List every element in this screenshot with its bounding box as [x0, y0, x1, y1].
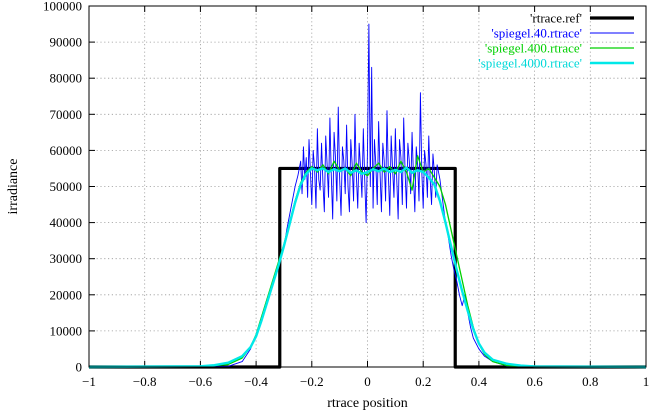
y-tick-label: 30000 — [50, 251, 83, 266]
x-tick-label: 0.8 — [582, 374, 598, 389]
x-tick-label: −0.8 — [133, 374, 157, 389]
x-tick-label: −0.2 — [300, 374, 324, 389]
series-line-1 — [89, 23, 646, 368]
x-tick-label: 0 — [364, 374, 371, 389]
y-tick-label: 10000 — [50, 323, 83, 338]
x-tick-label: 0.4 — [471, 374, 488, 389]
plot-frame — [88, 5, 647, 368]
x-tick-label: −0.6 — [189, 374, 213, 389]
legend-entry-label: 'spiegel.400.rtrace' — [485, 41, 582, 56]
y-tick-label: 0 — [76, 360, 83, 375]
x-tick-label: −0.4 — [244, 374, 268, 389]
legend-entry-label: 'rtrace.ref' — [530, 11, 582, 26]
axis-ticks: −1 −0.8 −0.6 −0.4 −0.2 0 0.2 0.4 0.6 0.8 1 0 10000 20… — [43, 0, 649, 389]
grid — [89, 6, 646, 367]
legend: 'rtrace.ref''spiegel.40.rtrace''spiegel.… — [478, 11, 634, 71]
y-tick-label: 100000 — [43, 0, 82, 14]
x-tick-label: 1 — [643, 374, 650, 389]
y-tick-label: 90000 — [50, 35, 83, 50]
x-tick-label: 0.6 — [526, 374, 543, 389]
series-line-3 — [88, 166, 647, 369]
y-tick-label: 40000 — [50, 215, 83, 230]
y-axis-label: irradiance — [6, 159, 21, 215]
x-tick-label: −1 — [82, 374, 96, 389]
y-tick-label: 20000 — [50, 287, 83, 302]
legend-entry-label: 'spiegel.4000.rtrace' — [478, 56, 582, 71]
x-axis-label: rtrace position — [327, 396, 407, 411]
y-tick-label: 60000 — [50, 143, 83, 158]
y-tick-label: 80000 — [50, 71, 83, 86]
legend-entry-label: 'spiegel.40.rtrace' — [491, 26, 582, 41]
x-tick-label: 0.2 — [415, 374, 431, 389]
y-tick-label: 70000 — [50, 107, 83, 122]
y-tick-label: 50000 — [50, 179, 83, 194]
